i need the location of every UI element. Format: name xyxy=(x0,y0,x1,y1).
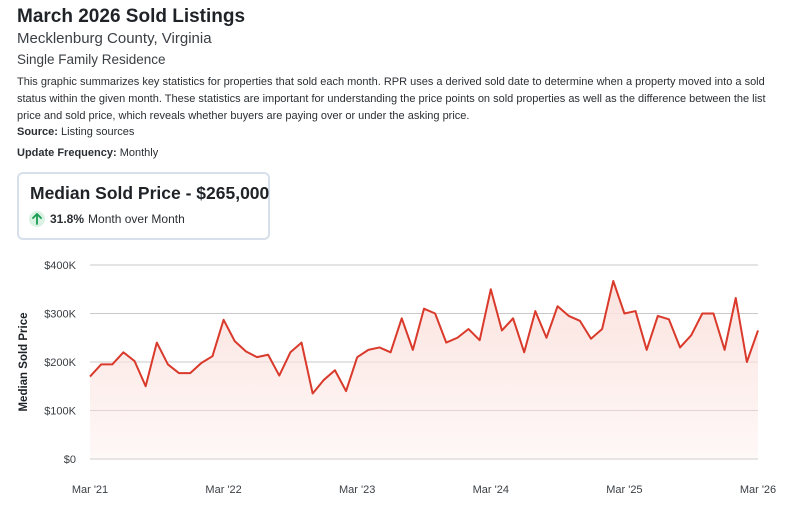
location-subtitle: Mecklenburg County, Virginia xyxy=(17,30,212,47)
y-tick-label: $100K xyxy=(44,406,76,418)
y-tick-label: $0 xyxy=(64,454,76,466)
description-text: This graphic summarizes key statistics f… xyxy=(17,76,766,122)
frequency-label: Update Frequency: xyxy=(17,147,117,159)
source-value: Listing sources xyxy=(61,126,135,138)
change-percent: 31.8% xyxy=(50,212,85,226)
frequency-line: Update Frequency: Monthly xyxy=(17,147,158,159)
card-title: Median Sold Price - $265,000 xyxy=(30,183,270,203)
y-tick-label: $300K xyxy=(44,309,76,321)
page-title: March 2026 Sold Listings xyxy=(17,6,246,27)
series-line xyxy=(89,280,759,395)
median-sold-price-chart: $0 $100K $200K $300K $400K Mar '21 Mar '22 Mar … xyxy=(18,260,776,496)
y-axis-label: Median Sold Price xyxy=(18,312,30,411)
area-fill xyxy=(90,281,758,459)
frequency-value: Monthly xyxy=(119,147,159,159)
arrow-up-icon xyxy=(29,211,45,227)
x-tick-label: Mar '24 xyxy=(473,484,509,496)
median-sold-price-card: Median Sold Price - $265,000 31.8% Month… xyxy=(17,172,270,240)
x-tick-label: Mar '25 xyxy=(606,484,642,496)
y-tick-label: $200K xyxy=(44,357,76,369)
x-tick-label: Mar '23 xyxy=(339,484,375,496)
x-tick-label: Mar '21 xyxy=(72,484,108,496)
x-tick-label: Mar '22 xyxy=(205,484,241,496)
y-tick-label: $400K xyxy=(44,260,76,272)
change-label: Month over Month xyxy=(88,212,185,226)
change-row: 31.8% Month over Month xyxy=(29,211,185,227)
source-line: Source: Listing sources xyxy=(17,126,134,138)
x-tick-label: Mar '26 xyxy=(740,484,776,496)
source-label: Source: xyxy=(17,126,58,138)
property-type: Single Family Residence xyxy=(17,52,166,67)
